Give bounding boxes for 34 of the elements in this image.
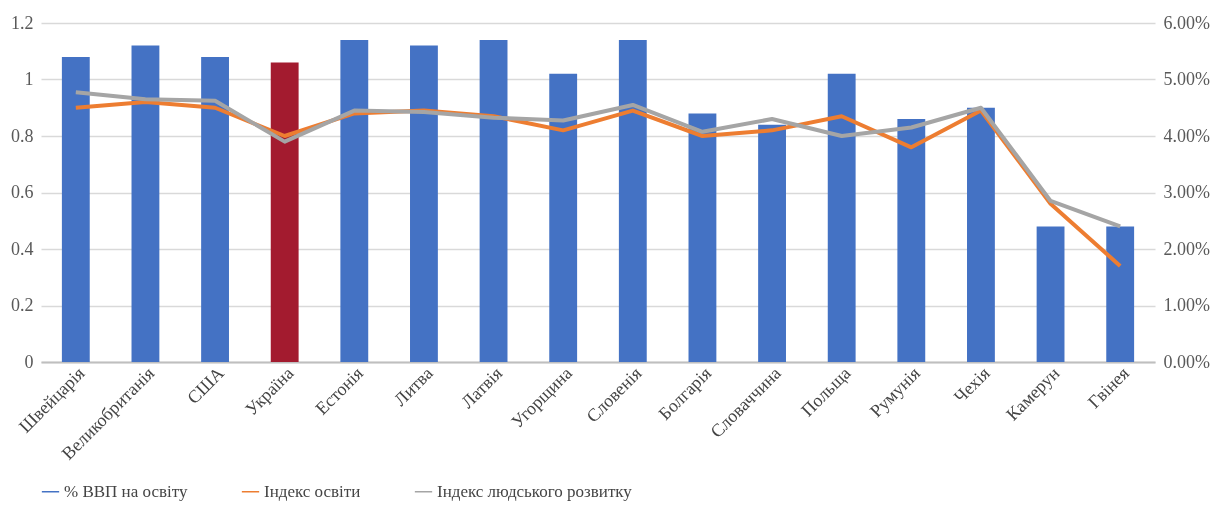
bar <box>61 56 90 362</box>
y2-tick-label: 1.00% <box>1163 295 1210 315</box>
bar <box>897 119 926 362</box>
y2-tick-label: 0.00% <box>1163 351 1210 372</box>
bar <box>1036 226 1065 362</box>
y-tick-label: 0 <box>24 351 34 372</box>
y-tick-label: 0.6 <box>11 182 34 202</box>
bar <box>688 113 717 362</box>
y2-tick-label: 4.00% <box>1163 125 1210 146</box>
y2-tick-label: 3.00% <box>1163 182 1210 202</box>
legend-label: Індекс людського розвитку <box>437 481 633 501</box>
y-tick-label: 0.2 <box>11 295 34 315</box>
y-tick-label: 1.2 <box>11 12 34 33</box>
bar <box>1106 226 1135 362</box>
bar <box>618 39 647 362</box>
bar <box>410 45 438 362</box>
bar <box>340 39 369 362</box>
bar <box>479 39 508 362</box>
y-tick-label: 0.8 <box>11 125 34 146</box>
y-tick-label: 1 <box>24 69 34 89</box>
legend-label: Індекс освіти <box>264 481 361 501</box>
y2-tick-label: 2.00% <box>1163 238 1210 259</box>
bar <box>549 73 578 362</box>
y2-tick-label: 6.00% <box>1163 12 1210 33</box>
bar <box>201 56 229 362</box>
bar <box>270 62 299 362</box>
y2-tick-label: 5.00% <box>1163 69 1210 89</box>
y-tick-label: 0.4 <box>11 238 34 259</box>
line-series <box>73 90 1123 229</box>
bar <box>758 124 786 362</box>
legend-label: % ВВП на освіту <box>64 481 188 501</box>
bar <box>827 73 856 362</box>
bar <box>967 107 995 362</box>
bar <box>131 45 160 362</box>
